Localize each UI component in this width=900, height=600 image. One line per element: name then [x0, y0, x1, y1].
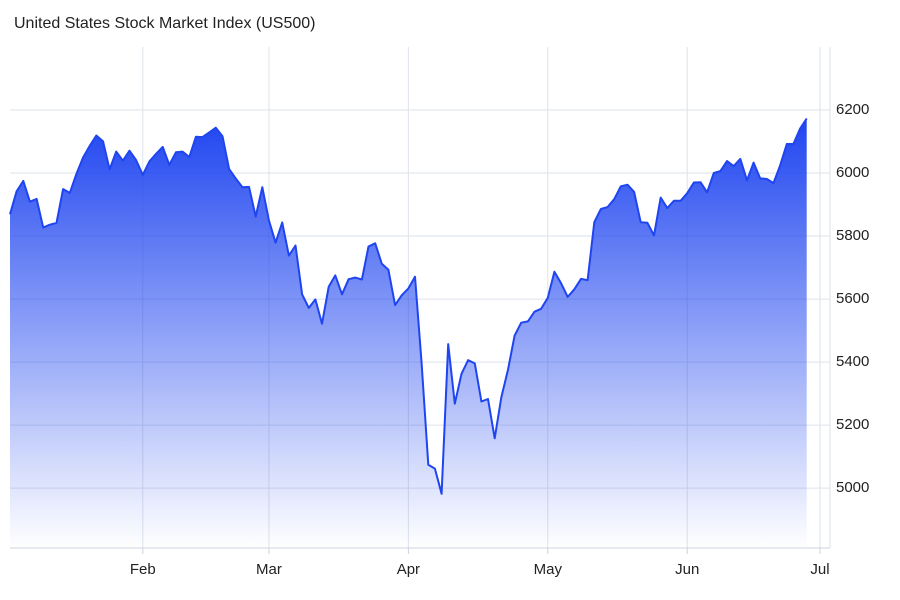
y-tick-label: 5600	[836, 290, 869, 307]
x-tick-label: Feb	[130, 561, 156, 578]
x-tick-label: Jul	[810, 561, 829, 578]
y-tick-label: 6000	[836, 164, 869, 181]
y-tick-label: 5800	[836, 227, 869, 244]
chart-title: United States Stock Market Index (US500)	[14, 15, 315, 32]
x-tick-label: Mar	[256, 561, 282, 578]
x-tick-label: Jun	[675, 561, 699, 578]
y-tick-label: 5000	[836, 479, 869, 496]
y-tick-label: 5200	[836, 416, 869, 433]
x-tick-label: Apr	[397, 561, 420, 578]
y-tick-label: 6200	[836, 101, 869, 118]
area-fill	[10, 118, 807, 548]
x-tick-label: May	[534, 561, 563, 578]
y-tick-label: 5400	[836, 353, 869, 370]
price-line	[9, 117, 808, 495]
